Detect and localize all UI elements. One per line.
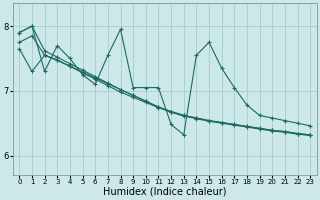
- X-axis label: Humidex (Indice chaleur): Humidex (Indice chaleur): [103, 187, 227, 197]
